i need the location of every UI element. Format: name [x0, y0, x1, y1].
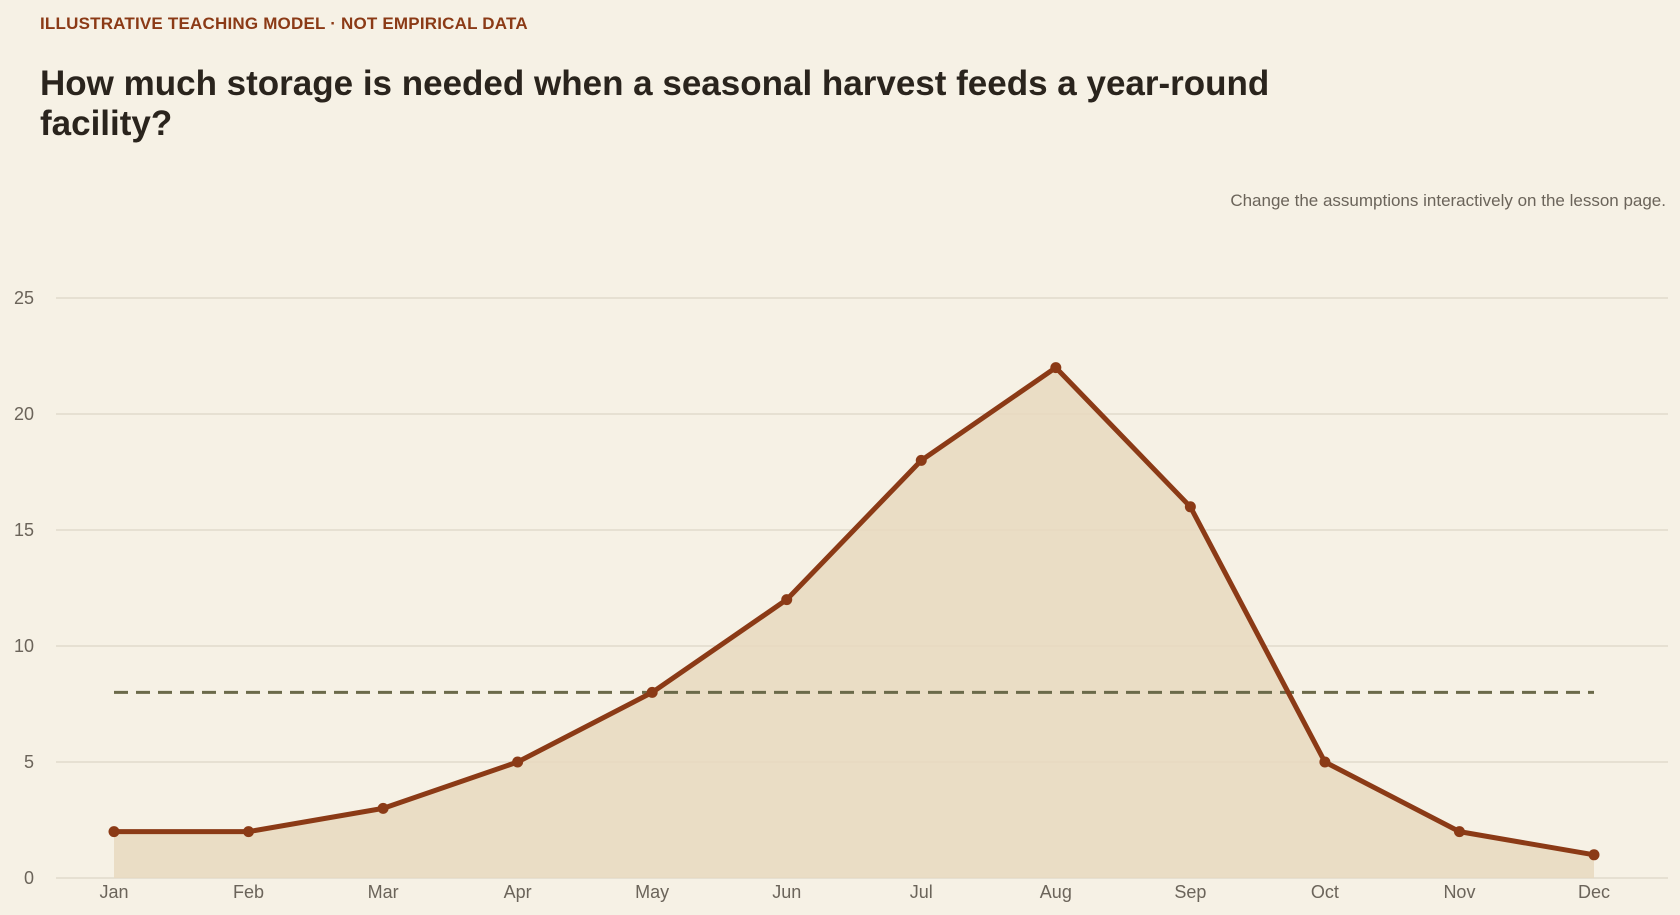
- harvest-line: [111, 365, 1597, 858]
- x-tick-label-oct: Oct: [1311, 882, 1339, 902]
- lesson-note: Change the assumptions interactively on …: [1230, 191, 1666, 210]
- y-tick-label: 10: [14, 636, 34, 656]
- harvest-point-mar: [377, 802, 389, 814]
- harvest-point-dec: [1588, 849, 1600, 861]
- harvest-points-layer: [108, 362, 1600, 861]
- harvest-point-aug: [1050, 362, 1062, 374]
- y-tick-label: 15: [14, 520, 34, 540]
- x-tick-label-jun: Jun: [772, 882, 801, 902]
- harvest-point-oct: [1319, 756, 1331, 768]
- harvest-point-jul: [915, 454, 927, 466]
- harvest-area-layer: [114, 367, 1594, 878]
- x-tick-label-dec: Dec: [1578, 882, 1610, 902]
- x-tick-label-feb: Feb: [233, 882, 264, 902]
- harvest-point-may: [646, 686, 658, 698]
- y-tick-label: 5: [24, 752, 34, 772]
- x-axis-ticks: Jan Feb Mar Apr May Jun Jul Aug Sep Oct Nov Dec: [99, 882, 1610, 902]
- y-tick-label: 20: [14, 404, 34, 424]
- harvest-point-apr: [512, 756, 524, 768]
- x-tick-label-apr: Apr: [504, 882, 532, 902]
- x-tick-label-sep: Sep: [1174, 882, 1206, 902]
- eyebrow-label: ILLUSTRATIVE TEACHING MODEL · NOT EMPIRI…: [40, 14, 528, 33]
- harvest-area: [114, 367, 1594, 878]
- harvest-line-layer: [111, 365, 1597, 858]
- y-axis-ticks: 0 5 10 15 20 25: [14, 288, 34, 888]
- harvest-point-jun: [781, 594, 793, 606]
- y-tick-label: 25: [14, 288, 34, 308]
- chart-title: How much storage is needed when a season…: [40, 64, 1270, 143]
- y-tick-label: 0: [24, 868, 34, 888]
- x-tick-label-may: May: [635, 882, 669, 902]
- x-tick-label-nov: Nov: [1443, 882, 1475, 902]
- x-tick-label-jan: Jan: [99, 882, 128, 902]
- x-tick-label-mar: Mar: [368, 882, 399, 902]
- harvest-point-feb: [243, 826, 255, 838]
- harvest-point-jan: [108, 826, 120, 838]
- harvest-point-sep: [1184, 501, 1196, 513]
- x-tick-label-jul: Jul: [910, 882, 933, 902]
- x-tick-label-aug: Aug: [1040, 882, 1072, 902]
- harvest-point-nov: [1453, 826, 1465, 838]
